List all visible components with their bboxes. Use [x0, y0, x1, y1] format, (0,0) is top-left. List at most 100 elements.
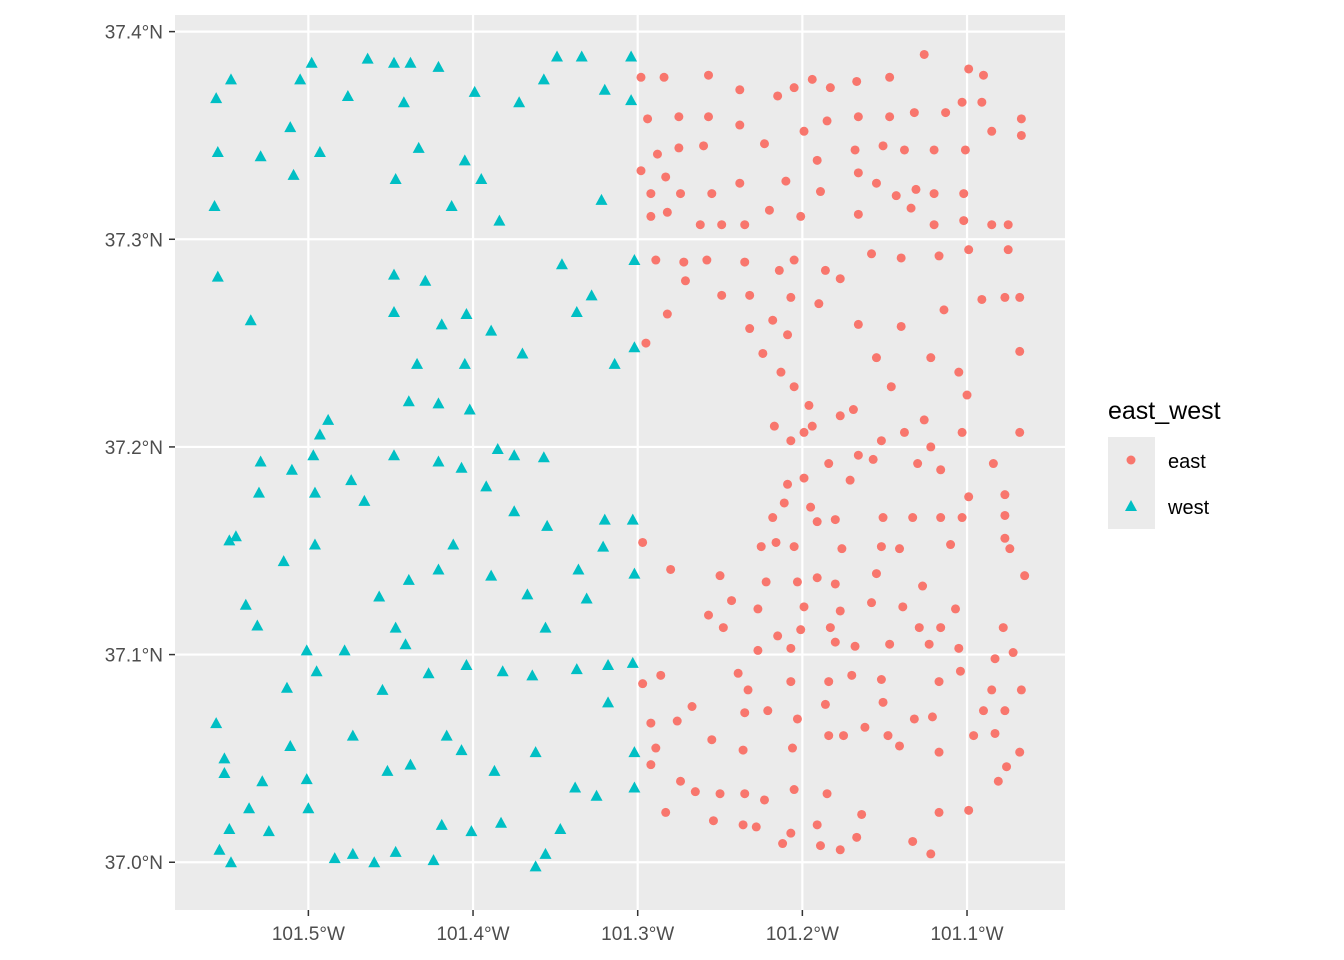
point-east	[1016, 114, 1026, 124]
point-east	[759, 139, 769, 149]
point-east	[1005, 544, 1015, 554]
point-east	[672, 716, 682, 726]
point-east	[638, 537, 648, 547]
point-east	[718, 623, 728, 633]
point-west	[628, 746, 641, 758]
point-east	[977, 294, 987, 304]
point-west	[397, 96, 410, 108]
point-east	[969, 731, 979, 741]
point-east	[853, 168, 863, 178]
x-tick-label: 101.2°W	[766, 924, 839, 945]
point-east	[957, 427, 967, 437]
point-east	[1003, 220, 1013, 230]
point-east	[799, 602, 809, 612]
point-west	[463, 403, 476, 415]
point-east	[936, 623, 946, 633]
point-east	[895, 741, 905, 751]
point-east	[835, 411, 845, 421]
point-east	[835, 606, 845, 616]
point-west	[211, 270, 224, 282]
point-west	[598, 513, 611, 525]
point-east	[962, 390, 972, 400]
point-east	[764, 205, 774, 215]
point-west	[526, 669, 539, 681]
point-east	[957, 513, 967, 523]
point-west	[602, 696, 615, 708]
point-east	[896, 321, 906, 331]
point-east	[824, 731, 834, 741]
point-west	[211, 146, 224, 158]
point-east	[929, 189, 939, 199]
point-east	[987, 126, 997, 136]
point-east	[796, 211, 806, 221]
point-east	[883, 731, 893, 741]
point-east	[786, 643, 796, 653]
point-west	[388, 56, 401, 68]
point-east	[820, 699, 830, 709]
point-east	[789, 83, 799, 93]
point-east	[837, 544, 847, 554]
point-west	[404, 758, 417, 770]
point-east	[919, 415, 929, 425]
point-west	[597, 540, 610, 552]
point-west	[402, 395, 415, 407]
point-west	[521, 588, 534, 600]
point-east	[776, 367, 786, 377]
point-west	[285, 463, 298, 475]
point-east	[909, 108, 919, 118]
point-west	[491, 443, 504, 455]
point-east	[753, 645, 763, 655]
point-west	[608, 357, 621, 369]
point-east	[740, 257, 750, 267]
point-west	[388, 305, 401, 317]
point-west	[223, 534, 236, 546]
point-east	[799, 473, 809, 483]
x-tick-label: 101.4°W	[436, 924, 509, 945]
point-west	[575, 50, 588, 62]
point-west	[440, 729, 453, 741]
point-west	[485, 569, 498, 581]
point-west	[328, 852, 341, 864]
point-west	[239, 598, 252, 610]
point-east	[825, 623, 835, 633]
point-east	[715, 571, 725, 581]
point-west	[570, 663, 583, 675]
point-east	[727, 596, 737, 606]
point-west	[300, 644, 313, 656]
point-west	[389, 173, 402, 185]
point-east	[867, 598, 877, 608]
point-east	[906, 203, 916, 213]
point-east	[807, 74, 817, 84]
point-west	[308, 486, 321, 498]
point-west	[455, 461, 468, 473]
point-east	[885, 639, 895, 649]
point-west	[302, 802, 315, 814]
point-east	[815, 841, 825, 851]
point-east	[850, 145, 860, 155]
point-east	[824, 677, 834, 687]
point-east	[988, 459, 998, 469]
point-west	[447, 538, 460, 550]
point-east	[835, 274, 845, 284]
point-east	[850, 641, 860, 651]
point-east	[987, 685, 997, 695]
point-east	[896, 253, 906, 263]
point-east	[807, 421, 817, 431]
point-west	[208, 200, 221, 212]
point-east	[867, 249, 877, 259]
point-west	[455, 744, 468, 756]
point-east	[926, 442, 936, 452]
point-west	[313, 146, 326, 158]
point-east	[789, 382, 799, 392]
point-east	[978, 706, 988, 716]
point-west	[529, 860, 542, 872]
point-east	[1000, 706, 1010, 716]
point-east	[822, 789, 832, 799]
point-east	[1020, 571, 1030, 581]
point-west	[361, 52, 374, 64]
point-west	[358, 494, 371, 506]
point-west	[460, 658, 473, 670]
point-west	[435, 318, 448, 330]
point-east	[895, 544, 905, 554]
data-points	[208, 49, 1030, 872]
